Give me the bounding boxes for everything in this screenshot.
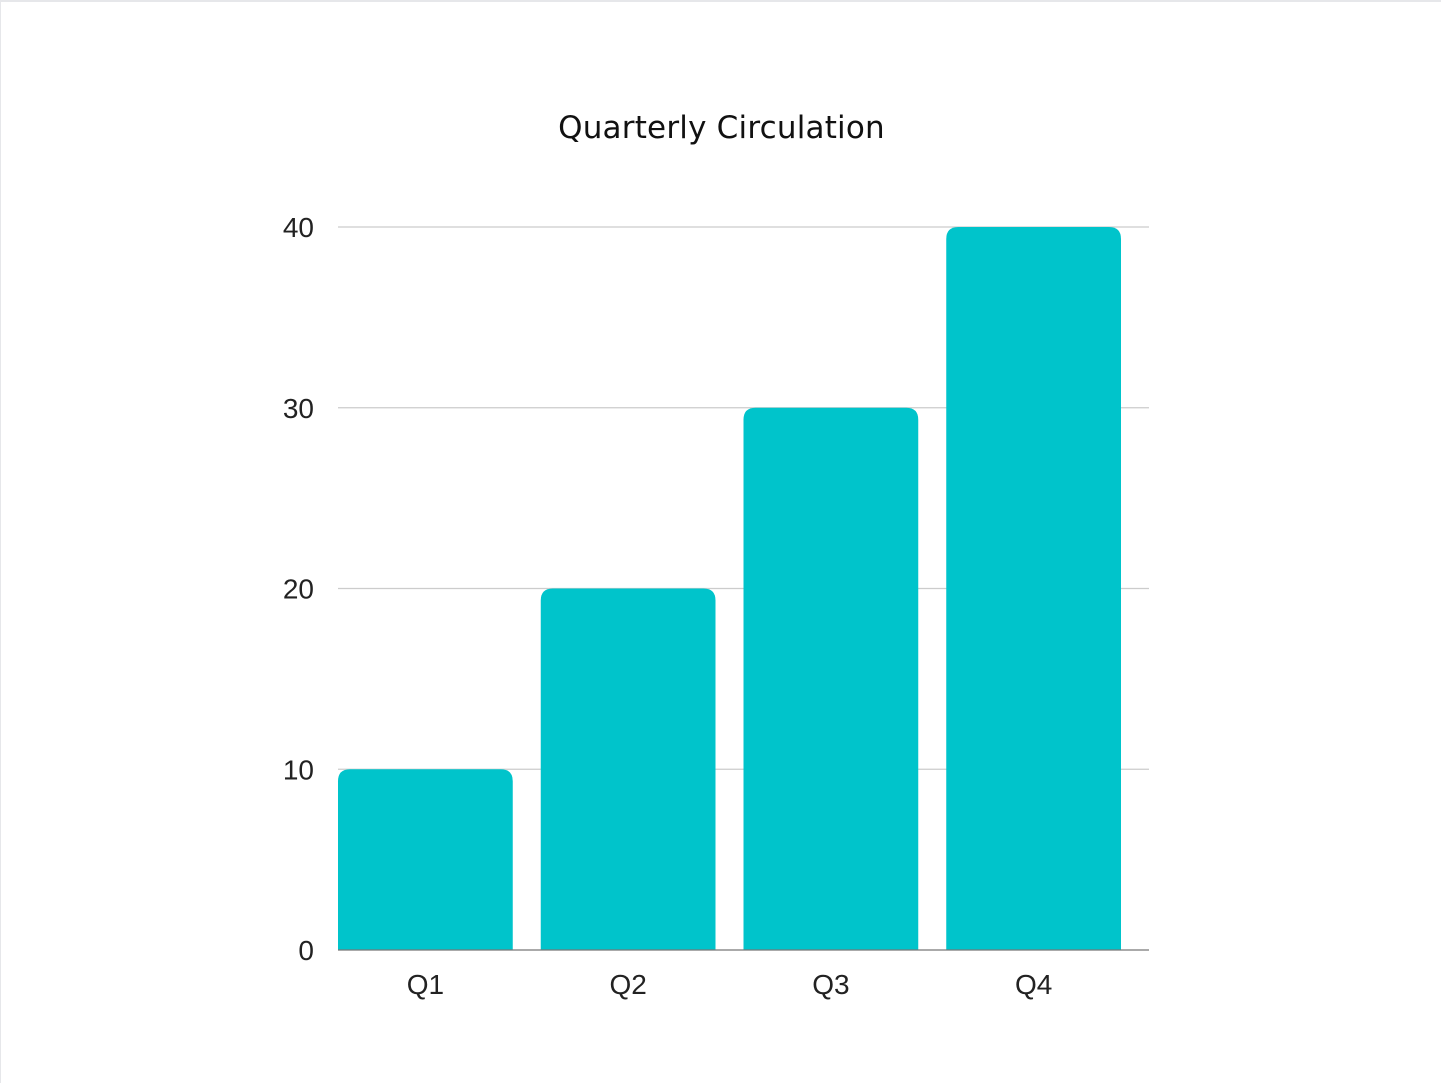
x-tick-label: Q4	[1015, 969, 1052, 1000]
x-tick-labels: Q1 Q2 Q3 Q4	[407, 969, 1053, 1000]
bars	[338, 227, 1121, 950]
bar-q4	[946, 227, 1121, 950]
y-tick-label: 20	[283, 574, 314, 605]
bar-q3	[743, 407, 919, 950]
x-tick-label: Q3	[812, 969, 849, 1000]
y-tick-label: 30	[283, 393, 314, 424]
chart-title: Quarterly Circulation	[558, 110, 885, 146]
bar-q2	[540, 588, 716, 950]
x-tick-label: Q1	[407, 969, 444, 1000]
y-tick-label: 0	[298, 935, 314, 966]
y-tick-labels: 0 10 20 30 40	[283, 212, 314, 966]
x-tick-label: Q2	[609, 969, 646, 1000]
y-tick-label: 40	[283, 212, 314, 243]
bar-q1	[338, 769, 513, 950]
y-tick-label: 10	[283, 754, 314, 785]
